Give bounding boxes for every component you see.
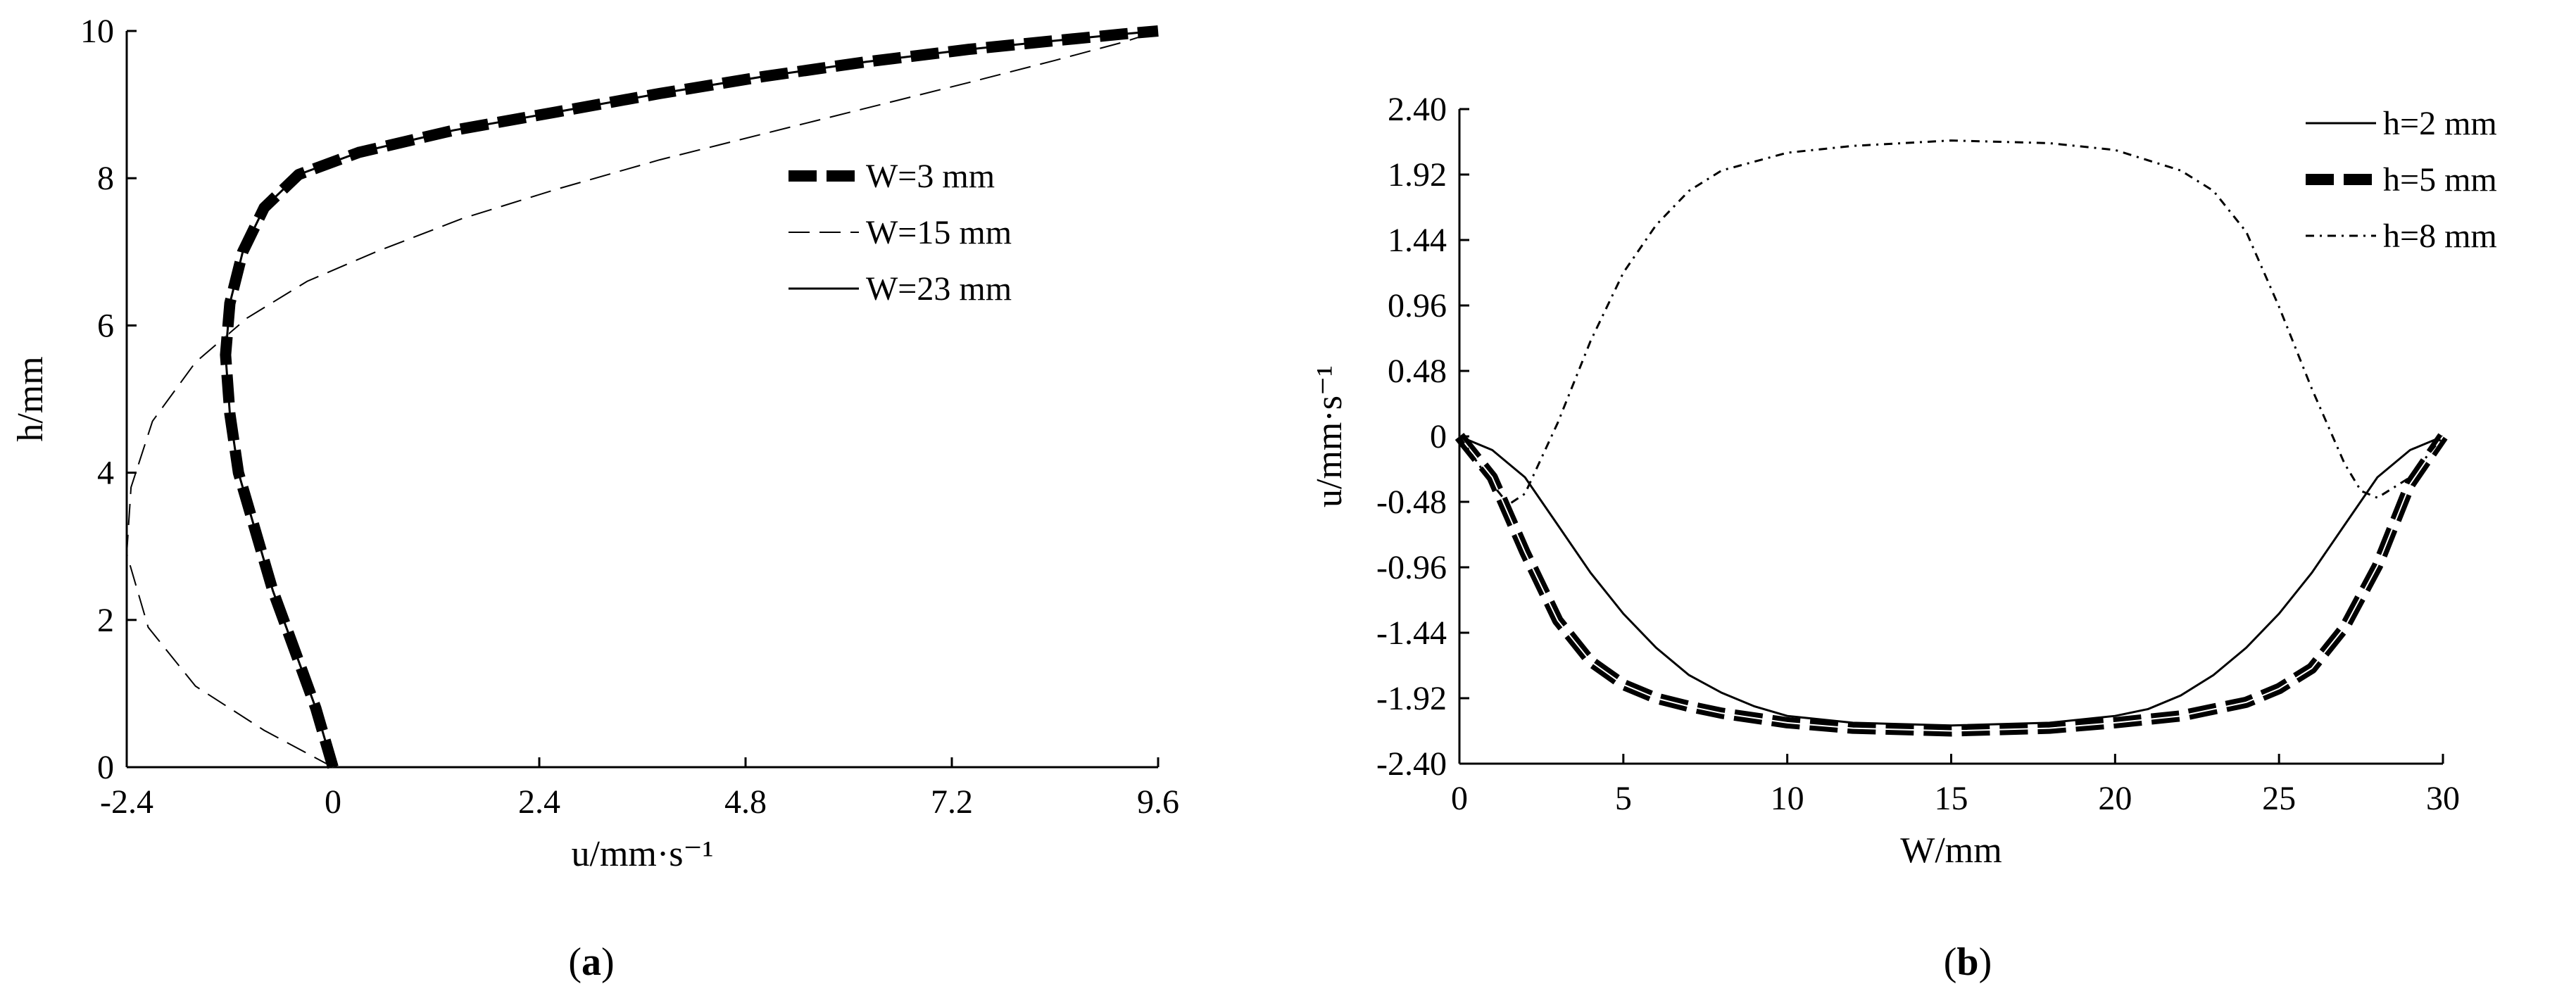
series-casing — [224, 30, 1159, 768]
legend-label: W=23 mm — [866, 270, 1012, 308]
x-tick-label: 0 — [1451, 780, 1468, 817]
y-tick-label: 2.40 — [1388, 91, 1447, 128]
x-tick-label: 25 — [2262, 780, 2296, 817]
series-centerline — [1459, 436, 2444, 732]
y-tick-label: -0.96 — [1376, 549, 1447, 586]
y-tick-label: 10 — [80, 13, 114, 50]
y-tick-label: 0 — [1430, 418, 1447, 455]
series-line-h-2-mm — [1459, 435, 2444, 727]
legend-label: W=3 mm — [866, 158, 995, 195]
panel-a-chart: -2.4 0 2.4 4.8 7.2 9.60246810u/mm·s⁻¹h/mmW=3 … — [11, 13, 1179, 984]
x-tick-label: 0 — [325, 783, 341, 821]
panel-caption: (a) — [568, 940, 614, 984]
y-tick-label: 4 — [97, 455, 114, 492]
x-tick-label: 10 — [1771, 780, 1804, 817]
series-casing — [1458, 435, 2444, 733]
y-axis-label: h/mm — [11, 356, 51, 441]
x-tick-label: 7.2 — [931, 783, 973, 821]
y-tick-label: 0 — [97, 749, 114, 786]
legend-label: h=5 mm — [2383, 161, 2497, 198]
series-line-w-15-mm — [125, 30, 1159, 768]
y-tick-label: 0.48 — [1388, 353, 1447, 390]
series-line-w-23-mm — [224, 30, 1159, 768]
panel-caption: (b) — [1944, 940, 1992, 984]
legend: W=3 mm W=15 mm W=23 mm — [788, 158, 1012, 308]
y-tick-label: -1.92 — [1376, 680, 1447, 717]
legend: h=2 mm h=5 mm h=8 mm — [2306, 105, 2497, 255]
y-tick-label: 8 — [97, 160, 114, 197]
x-tick-label: 20 — [2098, 780, 2132, 817]
series-line-h-5-mm — [1455, 432, 2448, 737]
x-axis-label: W/mm — [1900, 831, 2002, 871]
y-axis-label: u/mm·s⁻¹ — [1309, 365, 1350, 507]
x-tick-label: -2.4 — [100, 783, 153, 821]
x-tick-label: 9.6 — [1137, 783, 1179, 821]
legend-label: h=8 mm — [2383, 217, 2497, 255]
y-tick-label: 6 — [97, 307, 114, 344]
y-tick-label: 1.44 — [1388, 222, 1447, 259]
series-centerline — [225, 30, 1159, 768]
x-tick-label: 2.4 — [518, 783, 560, 821]
legend-label: W=15 mm — [866, 214, 1012, 251]
series-line-w-3-mm — [220, 25, 1159, 769]
series-line-h-8-mm — [1458, 139, 2444, 506]
x-tick-label: 15 — [1935, 780, 1968, 817]
y-tick-label: 0.96 — [1388, 287, 1447, 324]
x-axis-label: u/mm·s⁻¹ — [572, 834, 714, 874]
legend-label: h=2 mm — [2383, 105, 2497, 142]
y-tick-label: 2 — [97, 602, 114, 639]
x-tick-label: 30 — [2426, 780, 2460, 817]
y-tick-label: -0.48 — [1376, 484, 1447, 521]
y-tick-label: -1.44 — [1376, 614, 1447, 652]
panel-b-chart: 0 5 10 15 20 25 30 -2.40 -1.92 -1.44 -0.96 -0.48 0 0.… — [1309, 91, 2497, 984]
x-tick-label: 4.8 — [724, 783, 767, 821]
x-tick-label: 5 — [1615, 780, 1632, 817]
y-tick-label: -2.40 — [1376, 745, 1447, 783]
y-tick-label: 1.92 — [1388, 156, 1447, 194]
